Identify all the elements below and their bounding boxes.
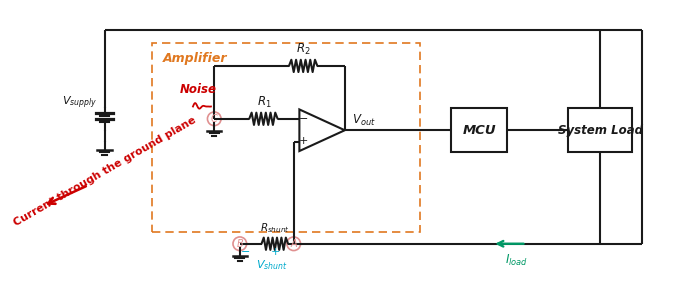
Text: C: C [211, 114, 217, 124]
Text: +: + [271, 247, 281, 257]
Text: MCU: MCU [462, 124, 496, 137]
Text: $I_{load}$: $I_{load}$ [506, 253, 528, 268]
Text: Noise: Noise [180, 83, 217, 96]
Text: $V_{out}$: $V_{out}$ [353, 113, 376, 128]
Text: Amplifier: Amplifier [163, 52, 228, 65]
Text: −: − [299, 114, 308, 124]
Text: $R_{shunt}$: $R_{shunt}$ [260, 221, 289, 235]
Text: +: + [299, 136, 308, 146]
Text: $R_2$: $R_2$ [296, 42, 311, 57]
Text: $V_{supply}$: $V_{supply}$ [62, 94, 97, 111]
Text: $R_1$: $R_1$ [257, 95, 272, 110]
FancyBboxPatch shape [568, 109, 632, 152]
Text: $V_{shunt}$: $V_{shunt}$ [256, 258, 288, 272]
Text: Current through the ground plane: Current through the ground plane [12, 115, 198, 228]
FancyBboxPatch shape [451, 109, 508, 152]
Text: −: − [241, 247, 250, 257]
Text: System Load: System Load [558, 124, 643, 137]
Text: A: A [290, 239, 297, 249]
Text: B: B [237, 239, 243, 249]
